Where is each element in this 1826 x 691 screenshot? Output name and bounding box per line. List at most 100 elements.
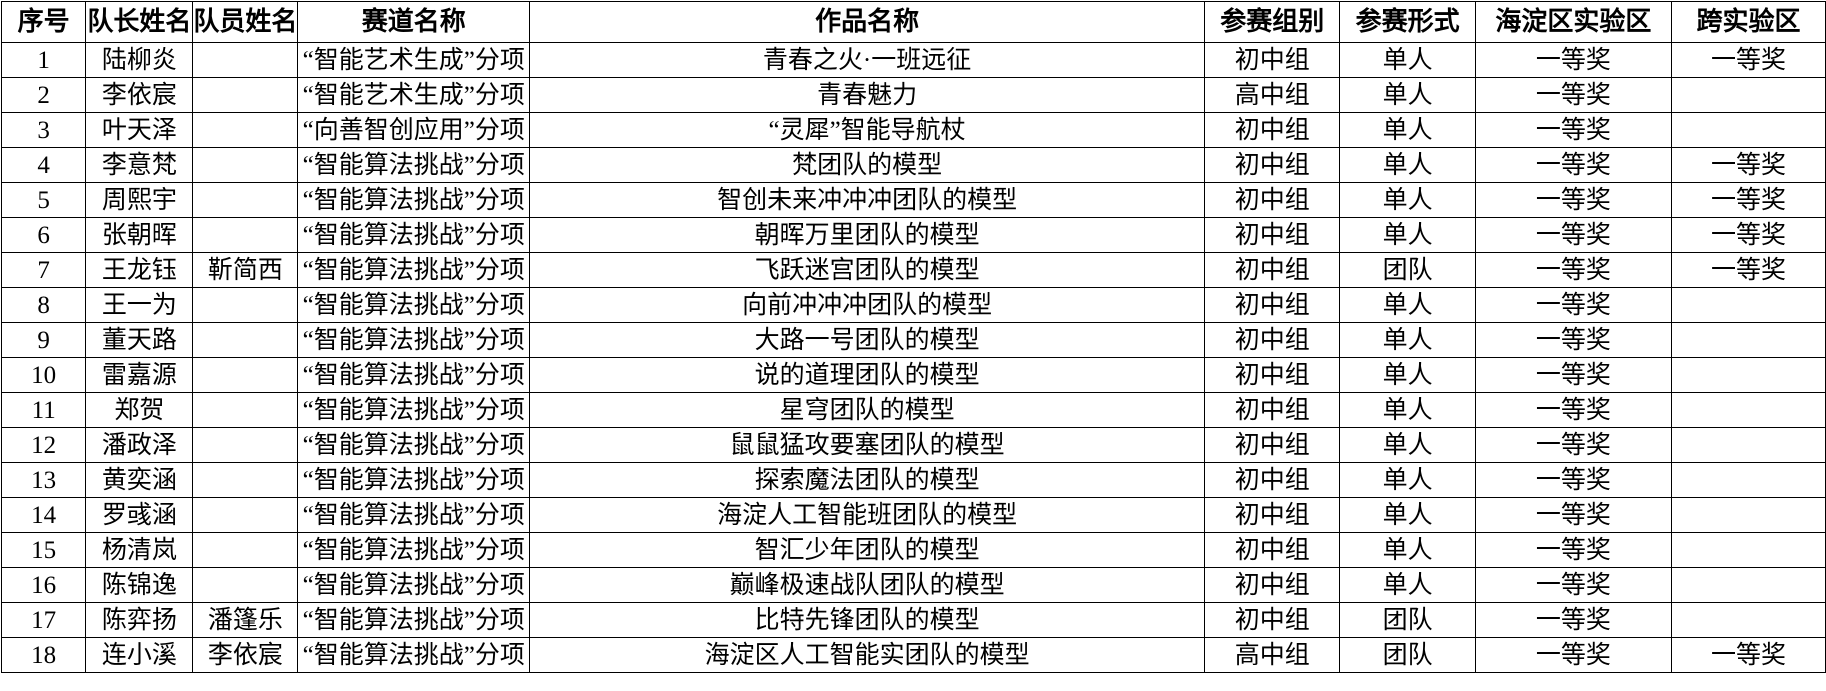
cell-work-name: 大路一号团队的模型 bbox=[529, 322, 1206, 358]
cell-group: 初中组 bbox=[1204, 182, 1341, 218]
cell-captain-name: 王一为 bbox=[85, 287, 194, 323]
cell-work-name: 海淀区人工智能实团队的模型 bbox=[529, 637, 1206, 673]
cell-cross-award bbox=[1670, 77, 1826, 113]
column-header-index: 序号 bbox=[0, 1, 87, 43]
cell-haidian-award: 一等奖 bbox=[1474, 217, 1672, 253]
cell-track-name: “智能算法挑战”分项 bbox=[297, 252, 531, 288]
cell-captain-name: 罗彧涵 bbox=[85, 497, 194, 533]
cell-work-name: 向前冲冲冲团队的模型 bbox=[529, 287, 1206, 323]
cell-work-name: 智创未来冲冲冲团队的模型 bbox=[529, 182, 1206, 218]
cell-track-name: “智能艺术生成”分项 bbox=[297, 77, 531, 113]
cell-member-name bbox=[192, 42, 299, 78]
cell-haidian-award: 一等奖 bbox=[1474, 42, 1672, 78]
table-row: 1 陆柳炎 “智能艺术生成”分项 青春之火·一班远征 初中组 单人 一等奖 一等奖 bbox=[0, 42, 1826, 78]
cell-format: 团队 bbox=[1339, 602, 1476, 638]
cell-cross-award: 一等奖 bbox=[1670, 42, 1826, 78]
cell-cross-award bbox=[1670, 427, 1826, 463]
cell-member-name bbox=[192, 497, 299, 533]
cell-format: 单人 bbox=[1339, 392, 1476, 428]
cell-index: 16 bbox=[0, 567, 87, 603]
column-header-track-name: 赛道名称 bbox=[297, 1, 531, 43]
cell-cross-award bbox=[1670, 392, 1826, 428]
table-row: 12 潘政泽 “智能算法挑战”分项 鼠鼠猛攻要塞团队的模型 初中组 单人 一等奖 bbox=[0, 427, 1826, 463]
cell-format: 单人 bbox=[1339, 112, 1476, 148]
cell-format: 团队 bbox=[1339, 637, 1476, 673]
cell-cross-award bbox=[1670, 497, 1826, 533]
cell-captain-name: 陈锦逸 bbox=[85, 567, 194, 603]
cell-format: 团队 bbox=[1339, 252, 1476, 288]
cell-member-name bbox=[192, 462, 299, 498]
column-header-work-name: 作品名称 bbox=[529, 1, 1206, 43]
cell-group: 初中组 bbox=[1204, 217, 1341, 253]
table-row: 16 陈锦逸 “智能算法挑战”分项 巅峰极速战队团队的模型 初中组 单人 一等奖 bbox=[0, 567, 1826, 603]
table-row: 9 董天路 “智能算法挑战”分项 大路一号团队的模型 初中组 单人 一等奖 bbox=[0, 322, 1826, 358]
cell-track-name: “智能算法挑战”分项 bbox=[297, 392, 531, 428]
table-row: 3 叶天泽 “向善智创应用”分项 “灵犀”智能导航杖 初中组 单人 一等奖 bbox=[0, 112, 1826, 148]
cell-member-name bbox=[192, 567, 299, 603]
cell-work-name: 智汇少年团队的模型 bbox=[529, 532, 1206, 568]
cell-haidian-award: 一等奖 bbox=[1474, 182, 1672, 218]
cell-haidian-award: 一等奖 bbox=[1474, 427, 1672, 463]
cell-group: 初中组 bbox=[1204, 112, 1341, 148]
cell-cross-award bbox=[1670, 287, 1826, 323]
cell-index: 10 bbox=[0, 357, 87, 393]
cell-group: 初中组 bbox=[1204, 567, 1341, 603]
cell-group: 初中组 bbox=[1204, 532, 1341, 568]
cell-captain-name: 杨清岚 bbox=[85, 532, 194, 568]
cell-format: 单人 bbox=[1339, 357, 1476, 393]
cell-track-name: “智能算法挑战”分项 bbox=[297, 322, 531, 358]
cell-group: 初中组 bbox=[1204, 287, 1341, 323]
cell-captain-name: 董天路 bbox=[85, 322, 194, 358]
cell-format: 单人 bbox=[1339, 77, 1476, 113]
cell-index: 5 bbox=[0, 182, 87, 218]
cell-format: 单人 bbox=[1339, 42, 1476, 78]
cell-format: 单人 bbox=[1339, 462, 1476, 498]
cell-haidian-award: 一等奖 bbox=[1474, 77, 1672, 113]
awards-table: 序号 队长姓名 队员姓名 赛道名称 作品名称 参赛组别 参赛形式 海淀区实验区 跨实验区 1 陆柳… bbox=[0, 1, 1826, 673]
cell-group: 初中组 bbox=[1204, 392, 1341, 428]
cell-work-name: 梵团队的模型 bbox=[529, 147, 1206, 183]
cell-cross-award: 一等奖 bbox=[1670, 252, 1826, 288]
cell-haidian-award: 一等奖 bbox=[1474, 287, 1672, 323]
cell-cross-award bbox=[1670, 112, 1826, 148]
cell-member-name bbox=[192, 322, 299, 358]
cell-haidian-award: 一等奖 bbox=[1474, 532, 1672, 568]
cell-captain-name: 李依宸 bbox=[85, 77, 194, 113]
cell-member-name bbox=[192, 112, 299, 148]
cell-group: 初中组 bbox=[1204, 357, 1341, 393]
table-row: 6 张朝晖 “智能算法挑战”分项 朝晖万里团队的模型 初中组 单人 一等奖 一等奖 bbox=[0, 217, 1826, 253]
cell-group: 初中组 bbox=[1204, 602, 1341, 638]
column-header-format: 参赛形式 bbox=[1339, 1, 1476, 43]
cell-track-name: “智能艺术生成”分项 bbox=[297, 42, 531, 78]
cell-captain-name: 郑贺 bbox=[85, 392, 194, 428]
table-row: 10 雷嘉源 “智能算法挑战”分项 说的道理团队的模型 初中组 单人 一等奖 bbox=[0, 357, 1826, 393]
column-header-cross-award: 跨实验区 bbox=[1670, 1, 1826, 43]
cell-index: 14 bbox=[0, 497, 87, 533]
cell-work-name: 鼠鼠猛攻要塞团队的模型 bbox=[529, 427, 1206, 463]
cell-work-name: 飞跃迷宫团队的模型 bbox=[529, 252, 1206, 288]
cell-captain-name: 王龙钰 bbox=[85, 252, 194, 288]
cell-group: 初中组 bbox=[1204, 147, 1341, 183]
cell-member-name bbox=[192, 357, 299, 393]
cell-member-name bbox=[192, 217, 299, 253]
cell-cross-award bbox=[1670, 567, 1826, 603]
cell-index: 7 bbox=[0, 252, 87, 288]
cell-index: 2 bbox=[0, 77, 87, 113]
cell-track-name: “智能算法挑战”分项 bbox=[297, 182, 531, 218]
cell-member-name bbox=[192, 532, 299, 568]
table-row: 15 杨清岚 “智能算法挑战”分项 智汇少年团队的模型 初中组 单人 一等奖 bbox=[0, 532, 1826, 568]
cell-member-name bbox=[192, 182, 299, 218]
header-row: 序号 队长姓名 队员姓名 赛道名称 作品名称 参赛组别 参赛形式 海淀区实验区 跨实验区 bbox=[0, 1, 1826, 43]
cell-work-name: 朝晖万里团队的模型 bbox=[529, 217, 1206, 253]
table-row: 4 李意梵 “智能算法挑战”分项 梵团队的模型 初中组 单人 一等奖 一等奖 bbox=[0, 147, 1826, 183]
cell-group: 初中组 bbox=[1204, 462, 1341, 498]
cell-cross-award bbox=[1670, 357, 1826, 393]
cell-haidian-award: 一等奖 bbox=[1474, 567, 1672, 603]
cell-cross-award bbox=[1670, 532, 1826, 568]
column-header-member-name: 队员姓名 bbox=[192, 1, 299, 43]
cell-cross-award bbox=[1670, 322, 1826, 358]
cell-captain-name: 李意梵 bbox=[85, 147, 194, 183]
cell-group: 初中组 bbox=[1204, 252, 1341, 288]
cell-index: 18 bbox=[0, 637, 87, 673]
table-row: 2 李依宸 “智能艺术生成”分项 青春魅力 高中组 单人 一等奖 bbox=[0, 77, 1826, 113]
